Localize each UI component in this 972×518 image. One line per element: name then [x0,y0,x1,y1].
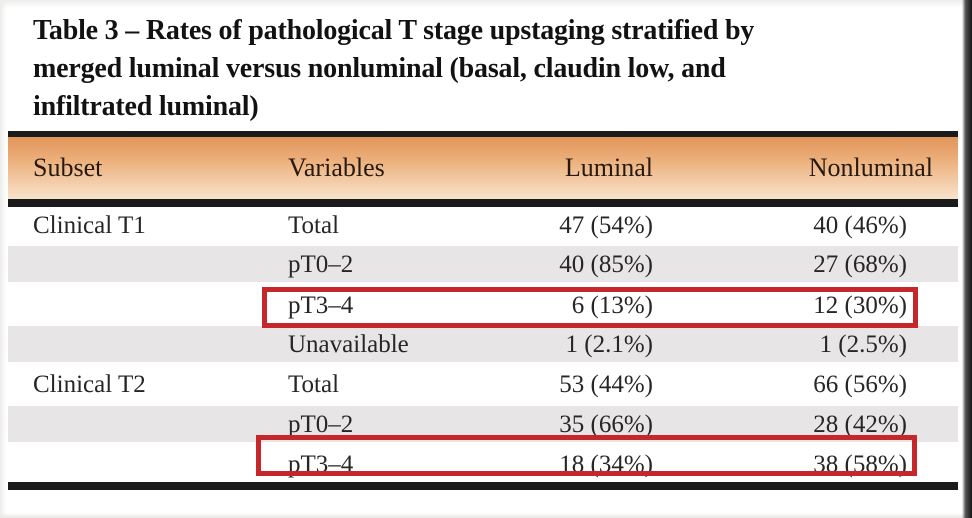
cell-subset: Clinical T2 [33,371,146,399]
cell-nonluminal: 38 (58%) [813,451,907,479]
column-header-nonluminal: Nonluminal [808,153,933,182]
table-row: Clinical T1 Total 47 (54%) 40 (46%) [8,207,958,242]
column-header-luminal: Luminal [564,153,653,182]
table-header-row: Subset Variables Luminal Nonluminal [8,137,958,199]
cell-variable: pT3–4 [288,451,354,479]
screenshot-edge-bottom [0,513,972,518]
table-body: Clinical T1 Total 47 (54%) 40 (46%) pT0–… [8,207,958,482]
cell-subset: Clinical T1 [33,211,146,239]
cell-variable: Total [288,371,340,399]
cell-nonluminal: 12 (30%) [813,291,907,319]
cell-variable: pT0–2 [288,410,354,438]
screenshot-edge-left [0,0,7,518]
table-caption: Table 3 – Rates of pathological T stage … [33,12,945,126]
cell-nonluminal: 1 (2.5%) [819,330,907,358]
table-bottom-rule [8,482,958,490]
table-row: pT0–2 35 (66%) 28 (42%) [8,402,958,447]
cell-variable: Unavailable [288,330,409,358]
column-header-subset: Subset [33,153,103,182]
table-row: Clinical T2 Total 53 (44%) 66 (56%) [8,367,958,402]
table-caption-line-1: Table 3 – Rates of pathological T stage … [33,15,755,46]
cell-nonluminal: 66 (56%) [813,371,907,399]
table-row: pT0–2 40 (85%) 27 (68%) [8,242,958,287]
cell-luminal: 40 (85%) [559,251,653,279]
cell-luminal: 35 (66%) [559,410,653,438]
cell-luminal: 47 (54%) [559,211,653,239]
cell-variable: pT3–4 [288,291,354,319]
cell-variable: Total [288,211,340,239]
cell-luminal: 53 (44%) [559,371,653,399]
cell-variable: pT0–2 [288,251,354,279]
column-header-variables: Variables [288,153,385,182]
table-row-highlighted-t1-pt34: pT3–4 6 (13%) 12 (30%) [8,287,958,322]
table-row: Unavailable 1 (2.1%) 1 (2.5%) [8,322,958,367]
table-caption-line-3: infiltrated luminal) [33,91,259,122]
screenshot-edge-right [962,0,972,518]
cell-luminal: 1 (2.1%) [565,330,653,358]
cell-luminal: 18 (34%) [559,451,653,479]
data-table: Subset Variables Luminal Nonluminal Clin… [8,131,958,490]
table-header-rule [8,199,958,207]
screenshot-edge-top [0,0,972,8]
cell-nonluminal: 28 (42%) [813,410,907,438]
table-caption-line-2: merged luminal versus nonluminal (basal,… [33,53,726,84]
cell-nonluminal: 27 (68%) [813,251,907,279]
cell-luminal: 6 (13%) [571,291,653,319]
cell-nonluminal: 40 (46%) [813,211,907,239]
table-top-rule [8,131,958,137]
table-row-highlighted-t2-pt34: pT3–4 18 (34%) 38 (58%) [8,447,958,482]
